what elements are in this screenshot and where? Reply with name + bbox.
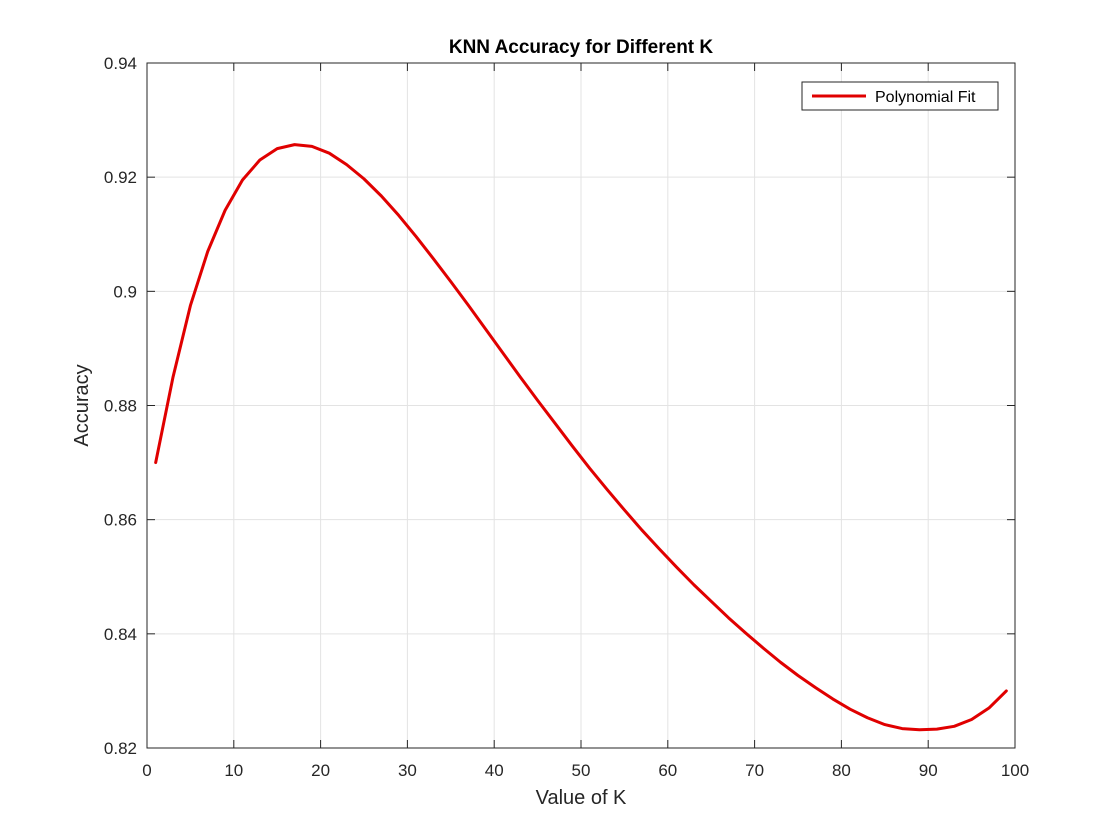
legend: Polynomial Fit [801, 81, 999, 111]
x-tick-label: 50 [572, 761, 591, 780]
grid-lines [147, 63, 1015, 748]
y-tick-label: 0.92 [104, 168, 137, 187]
tick-marks [146, 62, 1016, 749]
y-tick-label: 0.94 [104, 54, 137, 73]
x-tick-label: 0 [142, 761, 151, 780]
x-tick-label: 70 [745, 761, 764, 780]
x-tick-label: 30 [398, 761, 417, 780]
y-tick-label: 0.88 [104, 397, 137, 416]
x-tick-label: 40 [485, 761, 504, 780]
x-tick-label: 80 [832, 761, 851, 780]
series-layer [154, 143, 1008, 732]
legend-entry-polynomial-fit: Polynomial Fit [875, 89, 976, 106]
y-tick-label: 0.84 [104, 625, 137, 644]
y-axis-label: Accuracy [71, 364, 93, 446]
chart-title: KNN Accuracy for Different K [449, 37, 714, 58]
x-tick-label: 20 [311, 761, 330, 780]
series-line-polynomial-fit [154, 143, 1008, 732]
x-tick-label: 10 [224, 761, 243, 780]
x-tick-label: 90 [919, 761, 938, 780]
x-tick-labels: 0 10 20 30 40 50 60 70 80 90 100 [142, 761, 1029, 780]
x-axis-label: Value of K [536, 787, 627, 809]
y-tick-label: 0.9 [113, 282, 137, 301]
x-tick-label: 100 [1001, 761, 1029, 780]
x-tick-label: 60 [658, 761, 677, 780]
y-tick-label: 0.86 [104, 511, 137, 530]
y-tick-labels: 0.82 0.84 0.86 0.88 0.9 0.92 0.94 [104, 54, 137, 758]
y-tick-label: 0.82 [104, 739, 137, 758]
